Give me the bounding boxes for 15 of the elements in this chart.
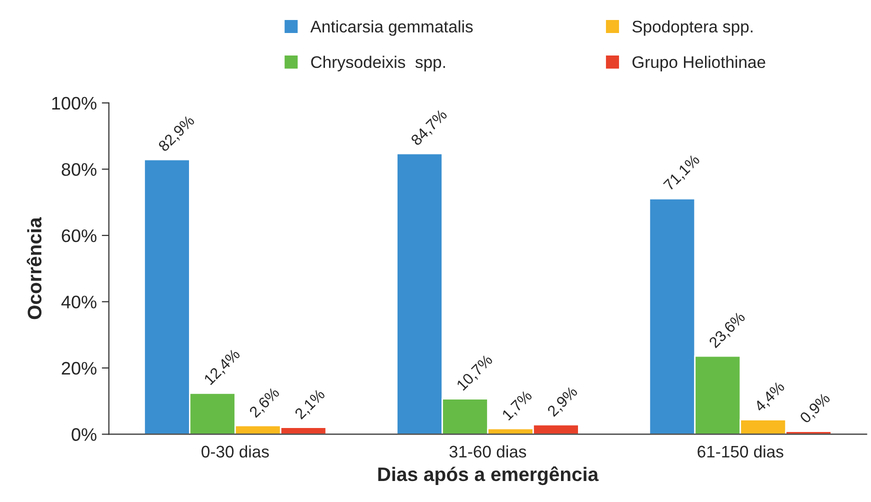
x-axis-title: Dias após a emergência [378,466,599,486]
y-tick-label: 100% [52,96,96,110]
y-tick-label: 40% [61,296,96,308]
y-tick-label: 0% [72,428,96,441]
y-tick-label: 20% [62,362,96,375]
legend-label: Spodoptera spp. [632,20,752,36]
legend-label: Grupo Heliothinae [632,56,766,72]
y-tick-label: 80% [62,163,96,176]
y-tick-label: 60% [62,229,96,242]
x-tick-label: 0-30 dias [202,445,269,458]
legend-label: Chrysodeixis spp. [311,56,445,72]
legend-label: Anticarsia gemmatalis [310,20,473,36]
y-axis-title: Ocorrência [26,217,42,320]
x-tick-label: 31-60 dias [449,445,526,458]
x-tick-label: 61-150 dias [698,445,784,458]
